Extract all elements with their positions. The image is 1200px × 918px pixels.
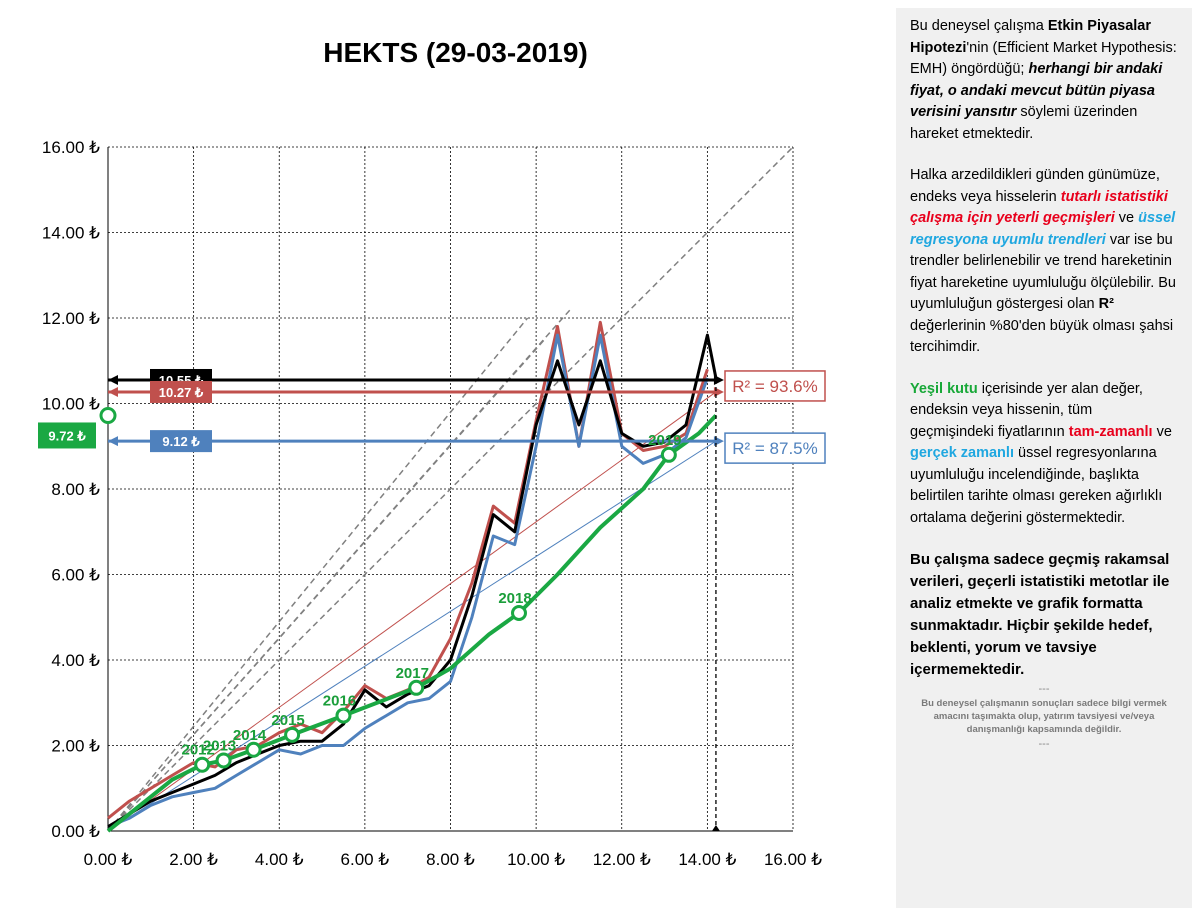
x-tick-label: 14.00 ₺ — [678, 850, 736, 869]
year-marker — [335, 707, 352, 724]
dashed-guide-line — [107, 317, 529, 832]
chart-area: HEKTS (29-03-2019) 0.00 ₺ 2.00 ₺ 4.00 ₺ 6.00… — [38, 37, 826, 869]
y-tick-label: 12.00 ₺ — [42, 309, 100, 328]
panel-text-cyan: gerçek zamanlı — [910, 445, 1014, 461]
panel-text: söylemi üzerinden hareket etmektedir. — [910, 104, 1138, 142]
panel-text: Bu deneysel çalışma — [910, 18, 1048, 34]
green-level-marker — [99, 406, 117, 424]
year-marker — [284, 726, 301, 743]
trend-line — [107, 440, 717, 832]
panel-text-bold-italic: herhangi bir andaki fiyat, o andaki mevc… — [910, 61, 1163, 120]
panel-text: üssel regresyonlarına uyumluluğu incelen… — [910, 445, 1163, 526]
x-tick-label: 8.00 ₺ — [426, 850, 475, 869]
r2-box — [724, 432, 826, 464]
y-tick-label: 6.00 ₺ — [51, 566, 100, 585]
panel-text: ve — [1152, 423, 1172, 440]
side-panel: Bu deneysel çalışma Etkin Piyasalar Hipo… — [896, 8, 1192, 908]
y-tick-label: 2.00 ₺ — [51, 737, 100, 756]
level-flag-label: 10.27 ₺ — [159, 385, 204, 400]
x-tick-label: 12.00 ₺ — [593, 850, 651, 869]
year-marker — [660, 446, 677, 463]
x-tick-label: 0.00 ₺ — [84, 850, 133, 869]
panel-text: Halka arzedildikleri günden günümüze, en… — [910, 167, 1160, 205]
year-label: 2014 — [233, 727, 267, 744]
x-tick-label: 4.00 ₺ — [255, 850, 304, 869]
panel-legal-note: Bu deneysel çalışmanın sonuçları sadece … — [921, 698, 1167, 735]
year-label: 2019 — [648, 432, 681, 449]
x-tick-label: 6.00 ₺ — [341, 850, 390, 869]
year-marker — [245, 741, 262, 758]
panel-divider: --- — [1038, 683, 1050, 695]
panel-paragraph-3: Yeşil kutu içerisinde yer alan değer, en… — [910, 379, 1178, 530]
dashed-guide-line — [107, 146, 794, 832]
panel-paragraph-1: Bu deneysel çalışma Etkin Piyasalar Hipo… — [910, 16, 1178, 145]
y-tick-label: 0.00 ₺ — [51, 822, 100, 841]
y-tick-label: 8.00 ₺ — [51, 480, 100, 499]
level-flag — [150, 380, 212, 403]
year-label: 2018 — [498, 590, 531, 607]
level-flag-label: 9.12 ₺ — [162, 434, 200, 449]
level-arrow-left — [108, 436, 118, 447]
current-x-marker — [711, 825, 720, 831]
chart-title: HEKTS (29-03-2019) — [323, 37, 588, 68]
level-arrow-left — [108, 374, 118, 385]
year-label: 2016 — [323, 693, 356, 710]
year-label: 2013 — [203, 737, 236, 754]
series-line — [107, 333, 709, 829]
year-marker — [194, 756, 211, 773]
green-level-box — [38, 422, 96, 449]
panel-text: ve — [1114, 210, 1139, 226]
x-tick-label: 2.00 ₺ — [169, 850, 218, 869]
year-marker — [511, 604, 527, 621]
panel-text: içerisinde yer alan değer, endeksin veya… — [910, 380, 1143, 440]
r2-label: R² = 93.6% — [732, 377, 818, 396]
panel-text-bold: Etkin Piyasalar Hipotezi — [910, 18, 1151, 56]
year-marker — [408, 679, 425, 696]
chart-svg: HEKTS (29-03-2019) 0.00 ₺ 2.00 ₺ 4.00 ₺ 6.00… — [38, 37, 826, 869]
panel-divider: --- — [1038, 738, 1050, 750]
year-marker — [215, 752, 232, 769]
panel-text-green: Yeşil kutu — [910, 380, 978, 397]
year-label: 2017 — [396, 665, 429, 682]
panel-text-red: tutarlı istatistiki çalışma için yeterli… — [910, 188, 1168, 227]
panel-text: değerlerinin %80'den büyük olması şahsi … — [910, 317, 1174, 356]
panel-text: var ise bu trendler belirlenebilir ve tr… — [910, 231, 1176, 313]
year-label: 2015 — [271, 712, 304, 729]
green-level-label: 9.72 ₺ — [48, 428, 86, 443]
level-arrow-left — [108, 386, 118, 397]
y-tick-label: 14.00 ₺ — [42, 224, 100, 243]
y-tick-label: 16.00 ₺ — [42, 138, 100, 157]
panel-paragraph-2: Halka arzedildikleri günden günümüze, en… — [910, 165, 1178, 359]
r2-label: R² = 87.5% — [732, 439, 818, 458]
level-flag — [150, 430, 212, 453]
x-tick-label: 16.00 ₺ — [764, 850, 822, 869]
y-tick-label: 10.00 ₺ — [42, 395, 100, 414]
x-tick-label: 10.00 ₺ — [507, 850, 565, 869]
r2-box — [724, 370, 826, 402]
panel-text-red: tam-zamanlı — [1068, 423, 1153, 440]
panel-text-cyan: üssel regresyona uyumlu trendleri — [910, 210, 1176, 248]
y-tick-label: 4.00 ₺ — [51, 651, 100, 670]
panel-disclaimer: Bu çalışma sadece geçmiş rakamsal verile… — [910, 551, 1170, 678]
panel-text: 'nin (Efficient Market Hypothesis: EMH) … — [910, 39, 1177, 78]
trend-line — [107, 391, 717, 832]
year-label: 2012 — [182, 742, 215, 759]
panel-text-bold: R² — [1098, 296, 1114, 312]
